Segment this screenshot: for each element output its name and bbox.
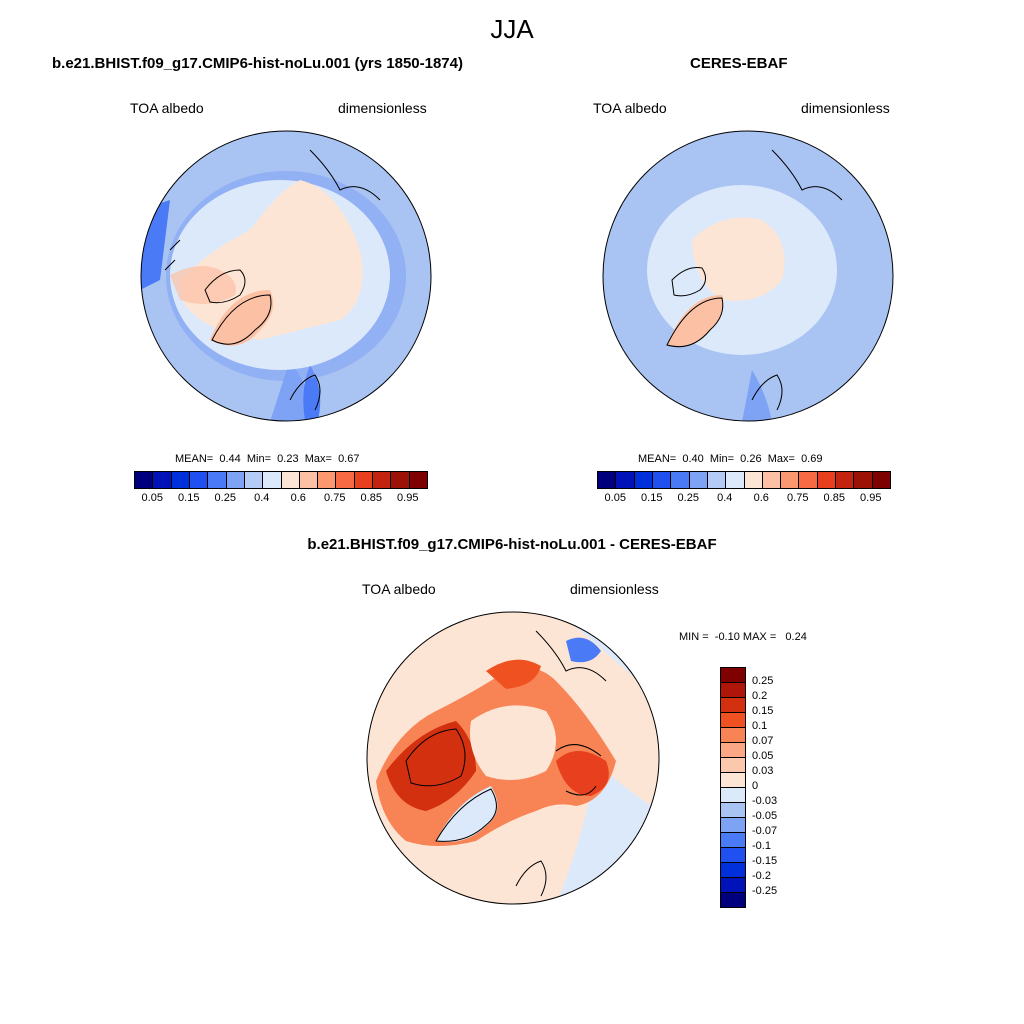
colorbar-tick-label: 0.07 bbox=[752, 735, 774, 747]
colorbar-box bbox=[208, 472, 227, 488]
diff-colorbar bbox=[720, 667, 746, 908]
colorbar-box bbox=[391, 472, 410, 488]
colorbar-tick-label: 0.75 bbox=[324, 492, 346, 504]
model-variable-label: TOA albedo bbox=[130, 100, 204, 116]
diff-polar-map bbox=[366, 611, 660, 905]
colorbar-box bbox=[721, 773, 745, 788]
diff-panel-title: b.e21.BHIST.f09_g17.CMIP6-hist-noLu.001 … bbox=[307, 536, 717, 553]
colorbar-box bbox=[854, 472, 873, 488]
obs-units-label: dimensionless bbox=[801, 100, 890, 116]
model-polar-map bbox=[140, 130, 432, 422]
colorbar-tick-label: -0.2 bbox=[752, 870, 771, 882]
colorbar-tick-label: 0.03 bbox=[752, 765, 774, 777]
colorbar-box bbox=[616, 472, 635, 488]
colorbar-tick-label: 0.95 bbox=[397, 492, 419, 504]
colorbar-box bbox=[244, 472, 264, 488]
colorbar-box bbox=[762, 472, 782, 488]
colorbar-tick-label: 0.15 bbox=[178, 492, 200, 504]
colorbar-box bbox=[671, 472, 690, 488]
colorbar-tick-label: -0.1 bbox=[752, 840, 771, 852]
colorbar-tick-label: 0.1 bbox=[752, 720, 768, 732]
colorbar-tick-label: 0.4 bbox=[717, 492, 733, 504]
obs-stats: MEAN= 0.40 Min= 0.26 Max= 0.69 bbox=[638, 453, 823, 465]
colorbar-tick-label: 0.05 bbox=[604, 492, 626, 504]
colorbar-box bbox=[799, 472, 818, 488]
obs-colorbar bbox=[597, 471, 891, 489]
colorbar-tick-label: 0.75 bbox=[787, 492, 809, 504]
colorbar-box bbox=[263, 472, 282, 488]
colorbar-box bbox=[721, 758, 745, 773]
model-colorbar bbox=[134, 471, 428, 489]
colorbar-box bbox=[354, 472, 374, 488]
colorbar-tick-label: 0.2 bbox=[752, 690, 768, 702]
colorbar-box bbox=[721, 698, 745, 713]
obs-panel-title: CERES-EBAF bbox=[690, 55, 788, 72]
colorbar-box bbox=[721, 713, 745, 728]
diff-colorbar-labels: 0.25 0.2 0.15 0.1 0.07 0.05 0.03 0 -0.03 -0.05 -0.… bbox=[752, 667, 792, 909]
colorbar-box bbox=[721, 893, 745, 907]
colorbar-tick-label: 0.15 bbox=[752, 705, 774, 717]
diff-stats: MIN = -0.10 MAX = 0.24 bbox=[679, 631, 807, 643]
colorbar-box bbox=[726, 472, 745, 488]
colorbar-tick-label: 0.05 bbox=[141, 492, 163, 504]
colorbar-box bbox=[707, 472, 727, 488]
colorbar-box bbox=[836, 472, 855, 488]
colorbar-box bbox=[721, 878, 745, 893]
colorbar-box bbox=[817, 472, 837, 488]
colorbar-tick-label: 0.05 bbox=[752, 750, 774, 762]
colorbar-box bbox=[135, 472, 154, 488]
colorbar-box bbox=[652, 472, 672, 488]
colorbar-box bbox=[171, 472, 190, 488]
colorbar-tick-label: 0.95 bbox=[860, 492, 882, 504]
colorbar-tick-label: 0.85 bbox=[823, 492, 845, 504]
colorbar-box bbox=[721, 683, 745, 698]
diff-variable-label: TOA albedo bbox=[362, 581, 436, 597]
colorbar-box bbox=[721, 803, 745, 818]
colorbar-box bbox=[721, 743, 745, 758]
colorbar-box bbox=[781, 472, 800, 488]
colorbar-tick-label: -0.05 bbox=[752, 810, 778, 822]
colorbar-tick-label: 0 bbox=[752, 780, 759, 792]
figure-title: JJA bbox=[490, 14, 534, 44]
colorbar-box bbox=[634, 472, 653, 488]
colorbar-box bbox=[409, 472, 427, 488]
colorbar-tick-label: -0.25 bbox=[752, 885, 778, 897]
colorbar-box bbox=[318, 472, 337, 488]
colorbar-tick-label: 0.25 bbox=[214, 492, 236, 504]
colorbar-box bbox=[153, 472, 172, 488]
obs-variable-label: TOA albedo bbox=[593, 100, 667, 116]
colorbar-tick-label: 0.85 bbox=[360, 492, 382, 504]
colorbar-tick-label: 0.4 bbox=[254, 492, 270, 504]
colorbar-box bbox=[721, 833, 745, 848]
colorbar-box bbox=[189, 472, 209, 488]
colorbar-tick-label: 0.6 bbox=[290, 492, 306, 504]
model-panel-title: b.e21.BHIST.f09_g17.CMIP6-hist-noLu.001 … bbox=[52, 55, 463, 72]
colorbar-box bbox=[721, 728, 745, 743]
colorbar-box bbox=[721, 668, 745, 683]
colorbar-box bbox=[689, 472, 708, 488]
colorbar-box bbox=[872, 472, 890, 488]
colorbar-box bbox=[721, 818, 745, 833]
colorbar-tick-label: 0.25 bbox=[752, 675, 774, 687]
model-units-label: dimensionless bbox=[338, 100, 427, 116]
colorbar-tick-label: 0.25 bbox=[677, 492, 699, 504]
colorbar-box bbox=[721, 788, 745, 803]
colorbar-tick-label: -0.15 bbox=[752, 855, 778, 867]
colorbar-tick-label: -0.07 bbox=[752, 825, 778, 837]
obs-polar-map bbox=[602, 130, 894, 422]
colorbar-box bbox=[336, 472, 355, 488]
colorbar-tick-label: 0.6 bbox=[753, 492, 769, 504]
colorbar-box bbox=[299, 472, 319, 488]
colorbar-box bbox=[226, 472, 245, 488]
colorbar-box bbox=[598, 472, 617, 488]
model-stats: MEAN= 0.44 Min= 0.23 Max= 0.67 bbox=[175, 453, 360, 465]
colorbar-box bbox=[373, 472, 392, 488]
colorbar-tick-label: 0.15 bbox=[641, 492, 663, 504]
colorbar-box bbox=[721, 848, 745, 863]
colorbar-box bbox=[744, 472, 763, 488]
colorbar-box bbox=[281, 472, 300, 488]
colorbar-tick-label: -0.03 bbox=[752, 795, 778, 807]
colorbar-box bbox=[721, 863, 745, 878]
diff-units-label: dimensionless bbox=[570, 581, 659, 597]
